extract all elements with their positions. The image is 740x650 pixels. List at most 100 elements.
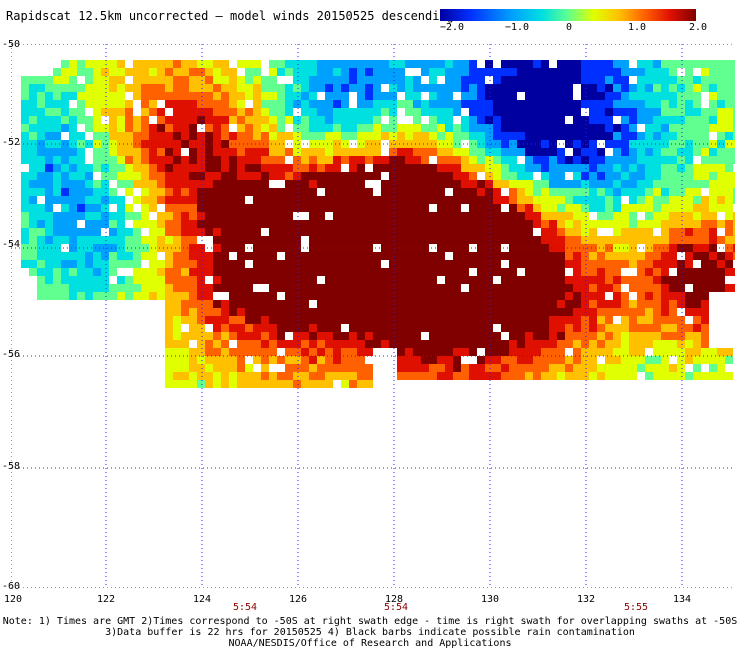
wind-cell	[669, 132, 677, 140]
wind-cell	[461, 116, 469, 124]
wind-cell	[661, 156, 669, 164]
wind-cell	[685, 276, 693, 284]
wind-cell	[189, 316, 197, 324]
wind-cell	[253, 220, 261, 228]
wind-cell	[469, 172, 477, 180]
wind-cell	[725, 196, 733, 204]
wind-cell	[293, 132, 301, 140]
wind-cell	[333, 148, 341, 156]
wind-cell	[93, 156, 101, 164]
wind-cell	[21, 92, 29, 100]
wind-cell	[301, 228, 309, 236]
wind-cell	[389, 76, 397, 84]
wind-cell	[677, 372, 685, 380]
wind-cell	[469, 228, 477, 236]
wind-cell	[701, 148, 709, 156]
wind-cell	[301, 252, 309, 260]
wind-cell	[213, 172, 221, 180]
wind-cell	[669, 204, 677, 212]
wind-cell	[621, 156, 629, 164]
wind-cell	[141, 164, 149, 172]
wind-cell	[109, 188, 117, 196]
wind-cell	[597, 332, 605, 340]
wind-cell	[109, 68, 117, 76]
wind-cell	[469, 364, 477, 372]
wind-cell	[117, 132, 125, 140]
wind-cell	[349, 348, 357, 356]
wind-cell	[669, 300, 677, 308]
wind-cell	[349, 108, 357, 116]
wind-cell	[261, 348, 269, 356]
wind-cell	[333, 188, 341, 196]
wind-cell	[429, 308, 437, 316]
wind-cell	[701, 348, 709, 356]
wind-cell	[157, 140, 165, 148]
wind-cell	[325, 132, 333, 140]
wind-cell	[533, 332, 541, 340]
wind-cell	[461, 84, 469, 92]
wind-cell	[333, 164, 341, 172]
wind-cell	[485, 340, 493, 348]
wind-cell	[621, 84, 629, 92]
wind-cell	[157, 172, 165, 180]
wind-cell	[229, 116, 237, 124]
wind-cell	[149, 172, 157, 180]
wind-cell	[325, 116, 333, 124]
wind-cell	[541, 124, 549, 132]
wind-cell	[669, 180, 677, 188]
wind-cell	[725, 148, 733, 156]
wind-cell	[349, 308, 357, 316]
wind-cell	[733, 156, 735, 164]
wind-cell	[325, 92, 333, 100]
wind-cell	[325, 180, 333, 188]
wind-cell	[445, 332, 453, 340]
wind-cell	[477, 188, 485, 196]
wind-cell	[677, 204, 685, 212]
wind-cell	[301, 260, 309, 268]
wind-cell	[517, 220, 525, 228]
wind-cell	[661, 228, 669, 236]
wind-cell	[693, 124, 701, 132]
wind-cell	[389, 292, 397, 300]
wind-cell	[405, 292, 413, 300]
wind-cell	[661, 284, 669, 292]
wind-cell	[693, 308, 701, 316]
wind-cell	[205, 348, 213, 356]
wind-cell	[653, 268, 661, 276]
wind-cell	[613, 348, 621, 356]
wind-cell	[229, 308, 237, 316]
wind-cell	[365, 84, 373, 92]
wind-cell	[293, 228, 301, 236]
wind-cell	[301, 300, 309, 308]
wind-cell	[685, 140, 693, 148]
wind-cell	[397, 196, 405, 204]
wind-cell	[69, 236, 77, 244]
wind-cell	[733, 284, 735, 292]
wind-cell	[557, 300, 565, 308]
wind-cell	[221, 340, 229, 348]
wind-cell	[445, 180, 453, 188]
wind-cell	[613, 108, 621, 116]
wind-cell	[477, 140, 485, 148]
wind-cell	[637, 284, 645, 292]
wind-cell	[653, 92, 661, 100]
wind-cell	[645, 212, 653, 220]
wind-cell	[69, 60, 77, 68]
wind-cell	[573, 356, 581, 364]
wind-cell	[397, 316, 405, 324]
wind-cell	[165, 172, 173, 180]
wind-cell	[589, 196, 597, 204]
wind-cell	[181, 276, 189, 284]
wind-cell	[245, 156, 253, 164]
wind-cell	[421, 108, 429, 116]
wind-cell	[693, 340, 701, 348]
wind-cell	[597, 60, 605, 68]
wind-cell	[709, 84, 717, 92]
wind-cell	[173, 148, 181, 156]
wind-cell	[349, 124, 357, 132]
wind-cell	[101, 108, 109, 116]
wind-cell	[365, 124, 373, 132]
wind-cell	[469, 300, 477, 308]
wind-cell	[629, 372, 637, 380]
wind-cell	[165, 260, 173, 268]
